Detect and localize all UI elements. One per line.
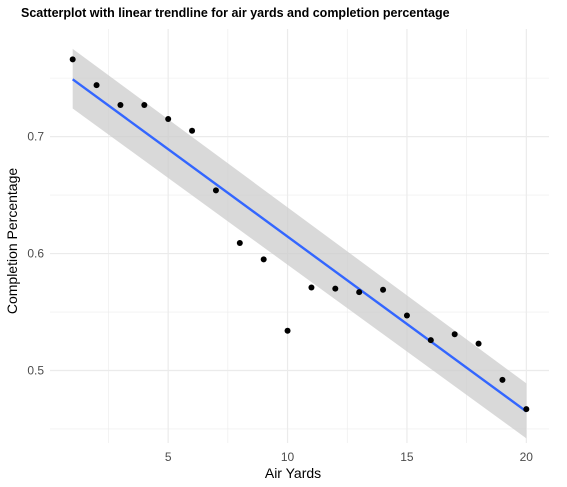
y-axis-label: Completion Percentage [4, 168, 20, 315]
data-point-17 [451, 331, 458, 338]
data-point-16 [427, 337, 434, 344]
data-point-5 [165, 116, 172, 123]
chart-title: Scatterplot with linear trendline for ai… [21, 6, 450, 20]
data-point-11 [308, 284, 315, 291]
data-points [69, 56, 530, 413]
trend-line [71, 78, 528, 413]
data-point-19 [499, 376, 506, 383]
data-point-18 [475, 340, 482, 347]
x-tick-label: 5 [165, 450, 172, 464]
x-tick-label: 20 [520, 450, 534, 464]
data-point-3 [117, 102, 124, 109]
data-point-9 [260, 256, 267, 263]
data-point-20 [523, 406, 530, 413]
data-point-15 [403, 312, 410, 319]
data-point-1 [69, 56, 76, 63]
y-tick-label: 0.7 [27, 130, 44, 144]
minor-gridlines [50, 29, 549, 443]
data-point-4 [141, 102, 148, 109]
data-point-7 [212, 187, 219, 194]
y-axis-ticks: 0.5 0.6 0.7 [27, 130, 44, 378]
x-tick-label: 15 [400, 450, 414, 464]
y-tick-label: 0.5 [27, 363, 44, 377]
data-point-10 [284, 327, 291, 334]
confidence-band [72, 48, 527, 439]
data-point-13 [356, 289, 363, 296]
data-point-12 [332, 285, 339, 292]
data-point-2 [93, 82, 100, 89]
data-point-6 [189, 127, 196, 134]
y-tick-label: 0.6 [27, 247, 44, 261]
data-point-8 [236, 240, 243, 247]
x-tick-label: 10 [281, 450, 295, 464]
x-axis-ticks: 5 10 15 20 [165, 450, 533, 464]
data-point-14 [380, 286, 387, 293]
x-axis-label: Air Yards [265, 465, 321, 481]
